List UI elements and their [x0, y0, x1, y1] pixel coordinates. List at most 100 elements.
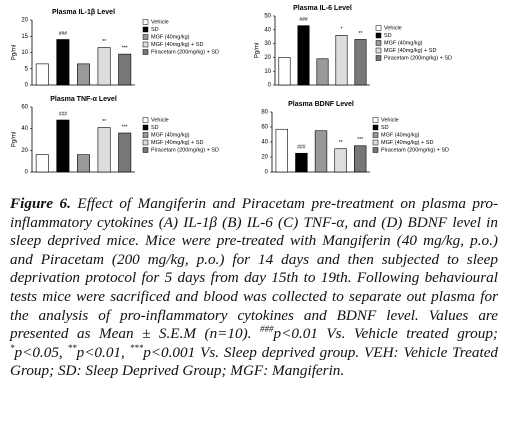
y-tick-label: 10 — [264, 69, 271, 75]
legend-label: Piracetam (200mg/kg) + SD — [381, 147, 449, 153]
figure-label: Figure 6. — [10, 195, 71, 212]
bar — [118, 53, 132, 86]
bar — [118, 132, 132, 173]
bar — [35, 154, 49, 173]
bar — [354, 39, 367, 86]
caption-text: Effect of Mangiferin and Piracetam pre-t… — [10, 195, 499, 343]
legend-swatch — [375, 47, 382, 54]
legend-label: MGF (40mg/kg) + SD — [151, 42, 203, 48]
significance-label: *** — [357, 137, 363, 143]
legend-swatch — [372, 147, 379, 153]
y-tick-label: 0 — [265, 170, 269, 176]
y-tick-label: 60 — [261, 125, 268, 131]
caption-sup: ### — [259, 324, 274, 335]
legend-label: SD — [151, 27, 159, 33]
y-axis-label: Pg/ml — [255, 43, 261, 58]
legend-label: SD — [384, 33, 392, 39]
bar — [97, 127, 111, 173]
significance-label: *** — [122, 124, 128, 130]
legend-label: Vehicle — [151, 117, 169, 123]
bar — [56, 39, 70, 86]
bar — [354, 145, 367, 173]
legend-label: Piracetam (200mg/kg) + SD — [151, 49, 219, 55]
y-axis-label: Pg/ml — [12, 132, 18, 147]
y-axis-label: Pg/ml — [12, 45, 18, 60]
bar — [275, 128, 288, 173]
legend-swatch — [372, 139, 379, 146]
bar — [314, 130, 328, 173]
significance-label: ** — [359, 31, 363, 37]
caption-text: p<0.001 Vs. Sleep deprived group. VEH: V… — [10, 343, 499, 380]
legend-swatch — [372, 124, 379, 131]
significance-label: ### — [59, 111, 68, 117]
bar — [77, 63, 90, 86]
significance-label: ### — [59, 31, 68, 37]
y-tick-label: 80 — [261, 110, 268, 116]
bar — [278, 57, 291, 86]
caption-sup: ** — [67, 342, 77, 353]
legend-swatch — [142, 124, 149, 131]
caption-text: p<0.05, — [14, 343, 68, 361]
legend-label: SD — [151, 125, 159, 131]
legend-swatch — [142, 49, 149, 55]
legend-swatch — [375, 32, 382, 39]
legend-label: MGF (40mg/kg) + SD — [384, 48, 436, 54]
y-tick-label: 20 — [21, 148, 28, 154]
significance-label: ** — [102, 119, 106, 125]
legend-label: MGF (40mg/kg) + SD — [151, 140, 203, 146]
bar — [297, 25, 310, 86]
y-tick-label: 20 — [21, 18, 28, 24]
y-tick-label: 20 — [264, 55, 271, 61]
legend-label: Vehicle — [384, 25, 402, 31]
y-tick-label: 40 — [264, 27, 271, 33]
bar — [334, 148, 347, 173]
legend-label: SD — [381, 125, 389, 131]
legend-swatch — [375, 40, 382, 46]
bar — [97, 47, 111, 86]
legend-label: Piracetam (200mg/kg) + SD — [384, 55, 452, 61]
chart-title: Plasma TNF-α Level — [50, 96, 117, 103]
significance-label: ### — [297, 145, 306, 151]
bar — [335, 35, 348, 86]
caption-sup: * — [10, 342, 15, 353]
legend-swatch — [372, 132, 379, 138]
y-tick-label: 0 — [25, 83, 29, 89]
legend-label: Vehicle — [151, 19, 169, 25]
legend-label: MGF (40mg/kg) + SD — [381, 140, 433, 146]
legend-swatch — [375, 25, 382, 31]
y-tick-label: 5 — [25, 66, 29, 72]
legend-label: MGF (40mg/kg) — [381, 132, 420, 138]
legend-label: Vehicle — [381, 117, 399, 123]
legend-swatch — [142, 147, 149, 153]
bar — [56, 119, 70, 173]
legend-swatch — [142, 139, 149, 146]
y-tick-label: 0 — [268, 83, 272, 89]
legend-label: MGF (40mg/kg) — [151, 132, 190, 138]
y-tick-label: 40 — [261, 140, 268, 146]
caption: Figure 6. Effect of Mangiferin and Pirac… — [10, 195, 498, 381]
y-tick-label: 50 — [264, 14, 271, 20]
y-tick-label: 15 — [21, 34, 28, 40]
legend-swatch — [142, 132, 149, 138]
bar — [295, 152, 308, 173]
legend-swatch — [142, 34, 149, 40]
bar — [316, 58, 329, 86]
y-tick-label: 40 — [21, 126, 28, 132]
significance-label: ** — [339, 140, 343, 146]
legend-swatch — [142, 41, 149, 48]
significance-label: * — [341, 27, 343, 33]
caption-text: p<0.01 Vs. Vehicle treated group; — [273, 325, 498, 343]
caption-sup: *** — [129, 342, 144, 353]
legend-swatch — [372, 117, 379, 123]
bar — [35, 63, 49, 86]
chart-title: Plasma BDNF Level — [288, 101, 354, 108]
bar — [77, 154, 90, 173]
legend-label: MGF (40mg/kg) — [151, 34, 190, 40]
significance-label: ** — [102, 39, 106, 45]
chart-title: Plasma IL-6 Level — [293, 5, 352, 12]
figure: Plasma IL-1β Level Pg/ml 0 5 10 15 20 Vehicle ##… — [12, 5, 452, 176]
legend-swatch — [142, 117, 149, 123]
y-tick-label: 60 — [21, 105, 28, 111]
caption-text: p<0.01, — [76, 343, 130, 361]
